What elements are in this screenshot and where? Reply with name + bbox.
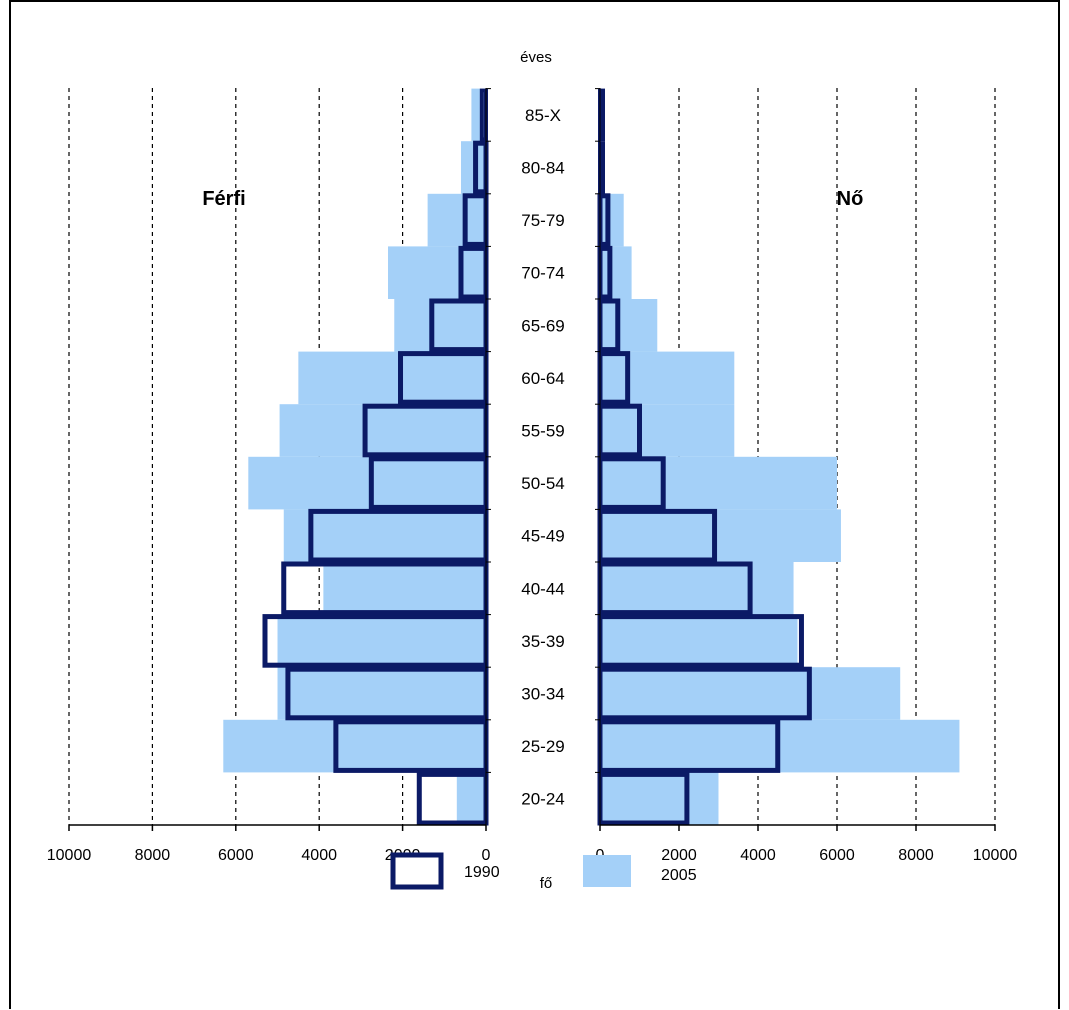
age-label-85-X: 85-X bbox=[525, 106, 561, 125]
bar-2005-female-65-69 bbox=[600, 299, 658, 352]
legend-swatch-2005 bbox=[583, 855, 631, 887]
age-label-40-44: 40-44 bbox=[521, 579, 564, 598]
age-label-75-79: 75-79 bbox=[521, 211, 564, 230]
bar-2005-female-70-74 bbox=[600, 246, 632, 299]
bar-2005-female-50-54 bbox=[600, 456, 837, 510]
bar-2005-male-50-54 bbox=[248, 456, 486, 510]
age-label-80-84: 80-84 bbox=[521, 159, 564, 178]
bar-2005-female-35-39 bbox=[600, 614, 798, 668]
bar-2005-male-65-69 bbox=[394, 299, 486, 352]
legend: 1990 2005 bbox=[390, 852, 697, 890]
bar-2005-male-45-49 bbox=[283, 509, 486, 562]
tick-label-right-6000: 6000 bbox=[819, 847, 855, 864]
bar-2005-male-55-59 bbox=[279, 404, 486, 457]
bar-2005-male-35-39 bbox=[277, 614, 486, 668]
legend-label-1990: 1990 bbox=[464, 864, 500, 881]
bar-2005-female-75-79 bbox=[600, 193, 624, 247]
bar-2005-male-75-79 bbox=[427, 193, 486, 247]
bar-2005-female-20-24 bbox=[600, 772, 719, 825]
tick-label-right-8000: 8000 bbox=[898, 847, 934, 864]
age-label-35-39: 35-39 bbox=[521, 632, 564, 651]
bar-2005-female-55-59 bbox=[600, 404, 735, 457]
bar-2005-male-60-64 bbox=[298, 351, 486, 405]
tick-label-left-4000: 4000 bbox=[301, 847, 337, 864]
age-label-50-54: 50-54 bbox=[521, 474, 564, 493]
bar-2005-male-20-24 bbox=[456, 772, 486, 825]
tick-label-right-10000: 10000 bbox=[973, 847, 1018, 864]
age-label-70-74: 70-74 bbox=[521, 264, 564, 283]
bar-2005-female-45-49 bbox=[600, 509, 841, 562]
male-label: Férfi bbox=[202, 188, 245, 210]
tick-label-left-10000: 10000 bbox=[47, 847, 92, 864]
bar-2005-female-60-64 bbox=[600, 351, 735, 405]
age-label-55-59: 55-59 bbox=[521, 422, 564, 441]
tick-label-right-4000: 4000 bbox=[740, 847, 776, 864]
legend-label-2005: 2005 bbox=[661, 867, 697, 884]
age-label-60-64: 60-64 bbox=[521, 369, 564, 388]
tick-label-left-6000: 6000 bbox=[218, 847, 254, 864]
tick-label-right-2000: 2000 bbox=[661, 847, 697, 864]
tick-label-left-0: 0 bbox=[482, 847, 491, 864]
bar-2005-male-70-74 bbox=[388, 246, 486, 299]
chart-frame bbox=[9, 0, 1060, 1009]
bar-2005-male-25-29 bbox=[223, 719, 487, 773]
age-label-20-24: 20-24 bbox=[521, 790, 564, 809]
bar-2005-female-40-44 bbox=[600, 562, 794, 615]
x-axis-unit-label: fő bbox=[540, 875, 553, 892]
age-label-45-49: 45-49 bbox=[521, 527, 564, 546]
bar-2005-female-30-34 bbox=[600, 667, 901, 720]
bar-2005-male-30-34 bbox=[277, 667, 486, 720]
age-unit-label: éves bbox=[520, 49, 552, 66]
legend-swatch-1990 bbox=[390, 852, 444, 890]
bar-2005-male-40-44 bbox=[323, 562, 486, 615]
tick-label-left-8000: 8000 bbox=[135, 847, 171, 864]
age-label-30-34: 30-34 bbox=[521, 685, 564, 704]
age-label-65-69: 65-69 bbox=[521, 316, 564, 335]
age-label-25-29: 25-29 bbox=[521, 737, 564, 756]
female-label: Nő bbox=[837, 188, 864, 210]
